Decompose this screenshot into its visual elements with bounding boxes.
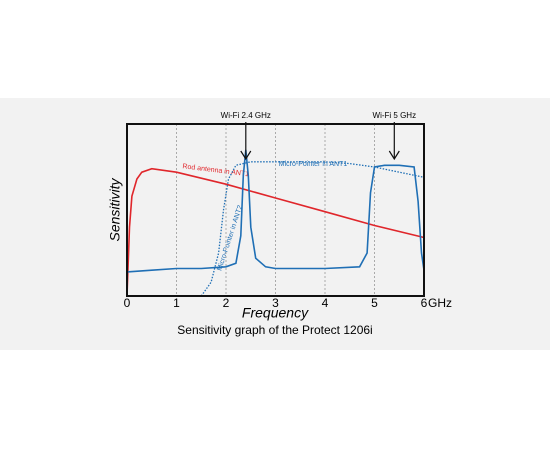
series-line (200, 161, 425, 297)
x-axis-label: Frequency (242, 305, 309, 321)
plot-frame (126, 123, 425, 297)
y-axis-label: Sensitivity (107, 177, 123, 241)
x-unit-label: GHz (428, 296, 452, 310)
annotation-arrowhead (388, 150, 400, 161)
x-tick-label: 4 (322, 296, 329, 310)
x-tick-label: 0 (124, 296, 131, 310)
x-tick-label: 5 (371, 296, 378, 310)
annotation: Wi-Fi 5 GHz (373, 111, 417, 120)
series-line (126, 167, 425, 297)
annotation: Wi-Fi 2.4 GHz (221, 111, 271, 120)
x-tick-label: 6 (421, 296, 428, 310)
series-line (126, 149, 425, 273)
x-tick-label: 1 (173, 296, 180, 310)
caption: Sensitivity graph of the Protect 1206i (177, 323, 372, 337)
series-label: Micro-Pointer in ANT1 (279, 161, 348, 168)
annotation-arrowhead (240, 150, 252, 161)
x-tick-label: 3 (272, 296, 279, 310)
x-tick-label: 2 (223, 296, 230, 310)
